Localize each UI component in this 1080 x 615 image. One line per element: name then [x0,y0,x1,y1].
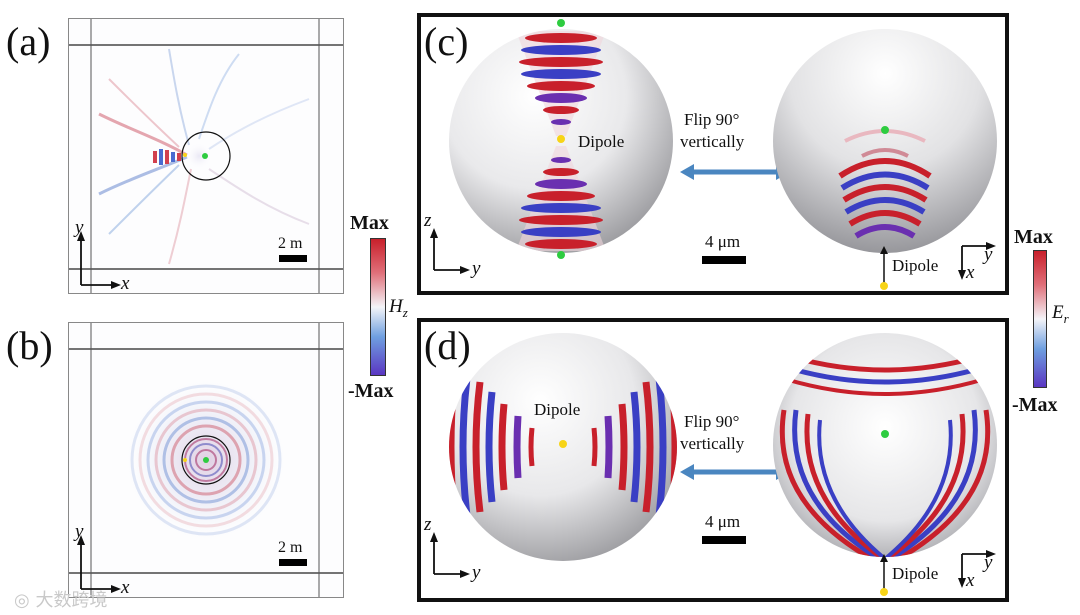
axis-y-label-a: y [75,217,84,238]
axes-d-left [430,532,470,578]
axis-y-label-b: y [75,521,84,542]
colorbar-h-symbol: H [389,296,403,317]
colorbar-e-min-label: -Max [1012,394,1058,416]
colorbar-e-symbol: E [1052,302,1064,323]
field-pattern-b [69,323,343,597]
dipole-arrow-c [880,246,888,290]
axis-x-label-d-right: x [966,570,975,591]
colorbar-e-subscript: r [1063,310,1069,326]
axis-x-label-a: x [121,273,130,294]
scale-bar-label-c: 4 μm [705,232,741,251]
panel-label-a: (a) [6,19,51,64]
axis-y-label-c-right: y [984,244,993,265]
watermark-logo-icon: ◎ [14,590,30,611]
dipole-label-c-right: Dipole [892,256,939,275]
colorbar-e [1033,250,1047,388]
flip-label-c-line1: Flip 90° [684,110,740,129]
dipole-arrow-d [880,554,888,596]
scale-bar-c [702,256,746,264]
colorbar-h-subscript: z [402,304,408,320]
simulation-panel-a: y x 2 m [68,18,344,294]
colorbar-h-max-label: Max [350,212,389,234]
flip-label-d-line2: vertically [680,434,745,453]
scale-bar-d [702,536,746,544]
scale-bar-label-d: 4 μm [705,512,741,531]
axis-x-label-c-right: x [966,262,975,283]
colorbar-e-max-label: Max [1014,226,1053,248]
colorbar-h-min-label: -Max [348,380,394,402]
panel-label-c: (c) [424,19,469,64]
scale-bar-label-a: 2 m [278,235,303,252]
dipole-label-c: Dipole [578,132,625,151]
axes-c-left [430,228,470,274]
sphere-d-left [449,333,677,561]
colorbar-h [370,238,386,376]
axis-y-label-d: y [472,562,481,583]
dipole-label-d: Dipole [534,400,581,419]
axes-d-right [958,550,996,588]
flip-label-d-line1: Flip 90° [684,412,740,431]
colorbar-h-quantity: Hz [389,296,408,321]
panel-d-frame [417,318,1009,602]
axis-z-label-c: z [424,210,432,231]
axis-y-label-d-right: y [984,552,993,573]
colorbar-e-quantity: Er [1052,302,1069,327]
sphere-c-left [449,19,673,259]
axes-c-right [958,242,996,280]
sphere-d-right [773,333,997,557]
panel-label-b: (b) [6,323,53,368]
axis-x-label-b: x [121,577,130,598]
simulation-panel-b: y x 2 m [68,322,344,598]
field-pattern-a [69,19,343,293]
dipole-label-d-right: Dipole [892,564,939,583]
panel-label-d: (d) [424,323,471,368]
watermark-text: 大数跨境 [35,590,108,611]
axis-z-label-d: z [424,514,432,535]
panel-c-frame [417,13,1009,295]
watermark: ◎ 大数跨境 [14,586,107,612]
scale-bar-label-b: 2 m [278,539,303,556]
sphere-c-right [773,29,997,253]
flip-label-c-line2: vertically [680,132,745,151]
axis-y-label-c: y [472,258,481,279]
